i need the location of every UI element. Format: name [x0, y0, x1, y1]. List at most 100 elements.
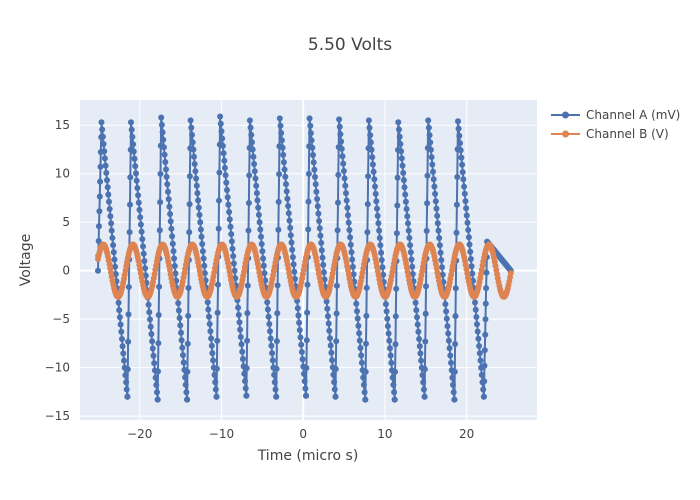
data-point-channel-a: [267, 328, 273, 335]
data-point-channel-a: [425, 124, 432, 131]
data-point-channel-a: [403, 206, 410, 212]
data-point-channel-a: [147, 323, 154, 330]
data-point-channel-a: [238, 341, 245, 348]
data-point-channel-a: [110, 249, 117, 256]
data-point-channel-a: [125, 284, 132, 290]
data-point-channel-a: [341, 175, 348, 182]
data-point-channel-a: [128, 126, 135, 133]
data-point-channel-a: [469, 270, 476, 277]
data-point-channel-a: [226, 209, 233, 215]
data-point-channel-a: [345, 219, 352, 226]
data-point-channel-a: [138, 228, 145, 235]
legend[interactable]: Channel A (mV) Channel B (V): [551, 108, 680, 141]
data-point-channel-a: [393, 230, 400, 237]
data-point-channel-a: [362, 396, 369, 403]
data-point-channel-a: [153, 382, 160, 388]
data-point-channel-a: [287, 224, 294, 231]
data-point-channel-a: [256, 219, 263, 226]
data-point-channel-a: [99, 126, 106, 133]
data-point-channel-a: [307, 130, 314, 137]
data-point-channel-a: [324, 305, 331, 312]
data-point-channel-a: [224, 194, 231, 201]
data-point-channel-a: [178, 329, 184, 336]
data-point-channel-a: [100, 141, 107, 147]
data-point-channel-a: [235, 311, 242, 318]
data-point-channel-a: [296, 319, 303, 326]
data-point-channel-a: [320, 269, 327, 276]
data-point-channel-a: [455, 125, 462, 132]
data-point-channel-a: [227, 223, 234, 230]
data-point-channel-a: [432, 198, 439, 205]
data-point-channel-a: [276, 115, 283, 122]
data-point-channel-a: [163, 166, 169, 173]
data-point-channel-a: [329, 357, 336, 364]
data-point-channel-a: [249, 146, 256, 153]
data-point-channel-a: [191, 153, 197, 160]
data-point-channel-a: [366, 124, 373, 131]
data-point-channel-a: [187, 117, 194, 124]
data-point-channel-a: [466, 241, 473, 248]
data-point-channel-a: [208, 342, 215, 349]
data-point-channel-a: [331, 386, 338, 393]
data-point-channel-a: [216, 169, 223, 176]
data-point-channel-a: [315, 210, 322, 217]
data-point-channel-a: [406, 234, 413, 241]
data-point-channel-a: [171, 255, 178, 262]
data-point-channel-a: [235, 304, 242, 311]
data-point-channel-a: [228, 238, 235, 245]
data-point-channel-a: [106, 198, 112, 205]
data-point-channel-a: [255, 211, 262, 218]
data-point-channel-a: [192, 168, 199, 175]
data-point-channel-a: [159, 129, 166, 136]
data-point-channel-a: [239, 356, 246, 362]
data-point-channel-a: [119, 336, 125, 342]
data-point-channel-a: [480, 393, 487, 400]
data-point-channel-a: [185, 284, 192, 291]
legend-item[interactable]: Channel A (mV): [551, 108, 680, 122]
y-axis-label: Voltage: [18, 234, 34, 287]
data-point-channel-a: [380, 271, 387, 278]
data-point-channel-a: [257, 226, 264, 233]
data-point-channel-a: [135, 199, 142, 206]
data-point-channel-a: [146, 309, 153, 316]
data-point-channel-a: [149, 338, 156, 345]
data-point-channel-a: [160, 144, 167, 151]
data-point-channel-a: [294, 305, 301, 312]
data-point-channel-a: [169, 240, 176, 247]
data-point-channel-a: [451, 396, 458, 403]
data-point-channel-a: [193, 175, 200, 182]
data-point-channel-a: [317, 232, 324, 239]
data-point-channel-a: [301, 370, 307, 377]
data-point-channel-a: [457, 140, 463, 147]
data-point-channel-a: [97, 178, 104, 185]
data-point-channel-a: [463, 212, 470, 219]
data-point-channel-a: [184, 340, 191, 347]
data-point-channel-a: [205, 306, 212, 313]
data-point-channel-a: [481, 378, 488, 385]
data-point-channel-a: [247, 124, 254, 131]
x-tick-label: 20: [459, 427, 474, 441]
data-point-channel-a: [339, 153, 346, 160]
data-point-channel-a: [246, 172, 253, 179]
data-point-channel-a: [445, 337, 452, 344]
data-point-channel-a: [158, 114, 165, 121]
data-point-channel-a: [206, 313, 212, 320]
legend-item[interactable]: Channel B (V): [551, 127, 669, 141]
data-point-channel-a: [392, 341, 399, 348]
data-point-channel-a: [414, 314, 420, 321]
data-point-channel-a: [246, 117, 253, 124]
data-point-channel-a: [384, 323, 391, 330]
data-point-channel-a: [422, 310, 429, 317]
data-point-channel-a: [108, 227, 115, 234]
data-point-channel-a: [124, 366, 131, 373]
data-point-channel-a: [163, 173, 170, 180]
data-point-channel-a: [388, 359, 395, 366]
data-point-channel-a: [457, 147, 464, 154]
data-point-channel-a: [275, 198, 282, 205]
data-point-channel-a: [412, 299, 419, 306]
data-point-channel-a: [278, 130, 285, 136]
data-point-channel-a: [219, 142, 226, 149]
data-point-channel-a: [462, 198, 469, 205]
data-point-channel-a: [333, 282, 340, 289]
data-point-channel-a: [472, 306, 479, 313]
